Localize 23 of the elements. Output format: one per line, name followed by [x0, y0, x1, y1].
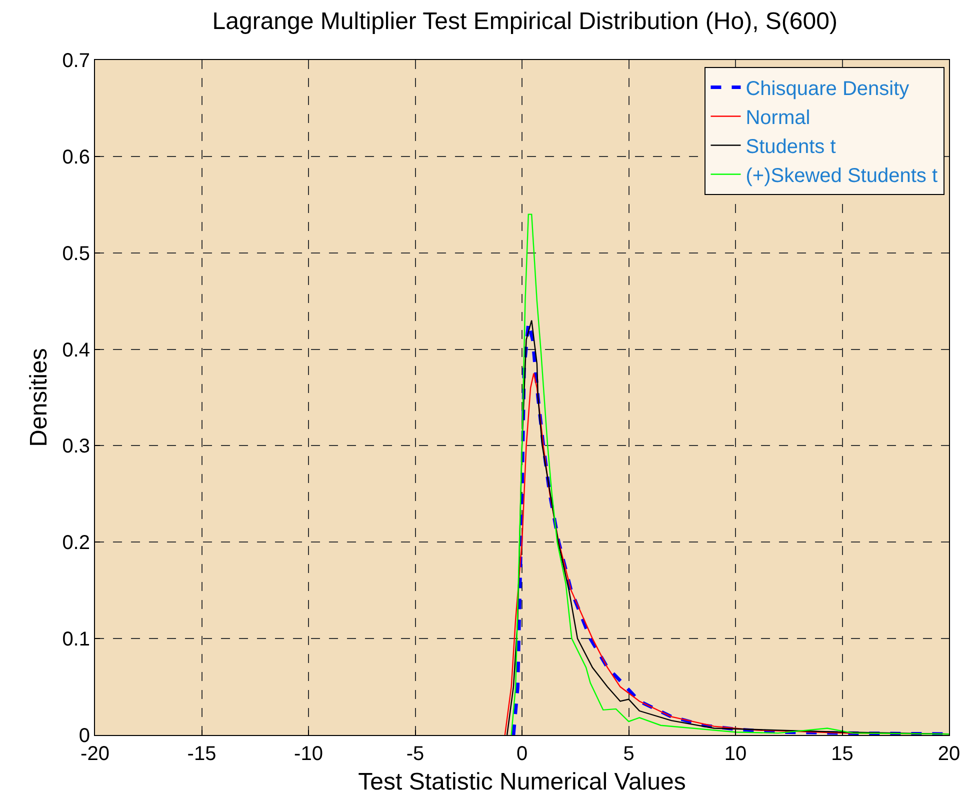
x-tick-label: 5 [623, 743, 634, 765]
line-series [510, 214, 949, 735]
x-tick-label: 15 [831, 743, 854, 765]
legend-label: Chisquare Density [746, 78, 910, 100]
x-tick-label: 0 [516, 743, 528, 765]
chart-title: Lagrange Multiplier Test Empirical Distribution (Ho), S(600) [212, 8, 838, 35]
x-tick-label: -15 [187, 743, 216, 765]
y-tick-label: 0.7 [62, 50, 90, 72]
legend-label: (+)Skewed Students t [746, 165, 938, 188]
x-tick-label: 10 [724, 743, 747, 765]
legend-label: Students t [746, 136, 836, 158]
x-tick-label: 20 [938, 743, 960, 765]
y-tick-label: 0.6 [62, 146, 90, 168]
legend-label: Normal [746, 107, 810, 130]
y-tick-label: 0.1 [62, 628, 90, 651]
x-tick-label: -5 [406, 743, 424, 765]
y-axis-title: Densities [25, 348, 52, 447]
y-tick-label: 0.5 [62, 242, 90, 265]
y-tick-label: 0.3 [62, 436, 90, 458]
x-axis-title: Test Statistic Numerical Values [358, 768, 686, 796]
y-tick-label: 0.2 [62, 532, 90, 554]
y-tick-label: 0.4 [62, 339, 90, 362]
x-tick-label: -10 [294, 743, 323, 765]
